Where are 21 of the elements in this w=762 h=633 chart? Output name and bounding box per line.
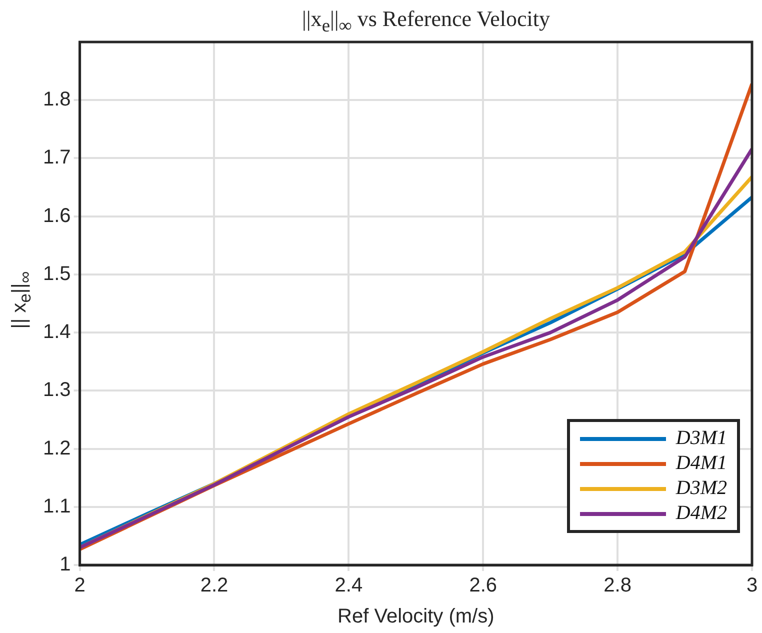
x-tick-label: 2.6: [469, 574, 498, 597]
y-tick-label: 1.6: [42, 204, 71, 227]
y-tick-label: 1: [60, 554, 71, 576]
x-tick-label: 2.8: [604, 574, 632, 597]
x-tick-label: 2.2: [200, 574, 228, 597]
x-tick-label: 2: [74, 574, 86, 597]
y-tick-label: 1.8: [42, 88, 71, 111]
y-tick-label: 1.2: [42, 437, 71, 460]
legend-label: D3M1: [676, 427, 727, 450]
x-tick-label: 2.4: [334, 574, 363, 597]
y-tick-label: 1.1: [42, 495, 71, 518]
y-tick-label: 1.5: [42, 262, 71, 285]
legend-label: D4M1: [676, 452, 727, 475]
y-tick-label: 1.3: [42, 379, 71, 402]
legend-label: D3M2: [676, 477, 727, 500]
x-tick-label: 3: [746, 574, 758, 597]
chart-title: ||x$_{e}$||$_{∞}$ vs Reference Velocity: [301, 6, 551, 36]
y-tick-label: 1.4: [42, 321, 71, 344]
y-tick-label: 1.7: [42, 146, 71, 169]
legend-label: D4M2: [676, 502, 727, 525]
x-axis-title: Ref Velocity (m/s): [338, 606, 494, 628]
